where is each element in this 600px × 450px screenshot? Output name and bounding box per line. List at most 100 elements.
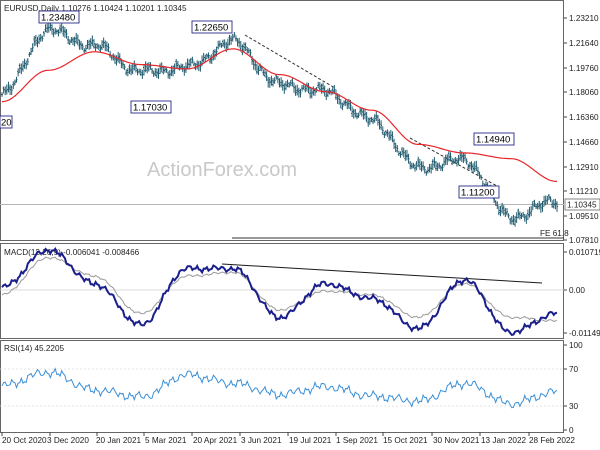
price-bar [109,50,112,58]
rsi-y-tick: 30 [569,402,579,411]
last-price-box [564,198,600,211]
price-bar [438,162,441,169]
price-bar [284,80,287,91]
price-bar [92,39,95,49]
price-bar [357,112,360,118]
price-bar [213,49,216,60]
price-bar [151,68,154,74]
price-bar [515,212,518,223]
price-bar [291,78,294,87]
price-bar [375,111,378,121]
price-bar [88,39,91,50]
price-header: EURUSD,Daily 1.10276 1.10424 1.10201 1.1… [4,4,187,13]
price-bar [230,35,233,45]
price-bar [86,39,89,49]
price-bar [249,49,252,57]
price-bar [539,202,542,213]
price-bar [518,211,521,220]
annotation-left-partial: 20 [0,115,13,129]
x-tick-group: 3 Dec 2020 [47,432,89,445]
price-bar [510,216,513,225]
price-bar [364,108,367,120]
price-ohlc-bars [1,20,558,227]
x-tick: 3 Dec 2020 [47,436,89,445]
price-y-tick: 1.23210 [569,14,599,23]
annotation-label: 1.22650 [194,23,228,34]
price-bar [123,64,126,70]
x-tick: 30 Nov 2021 [433,436,480,445]
price-bar [21,60,24,72]
price-bar [480,174,483,181]
price-bar [222,39,225,47]
price-bar [246,46,249,54]
price-bar [212,49,215,61]
price-bar [425,170,428,176]
price-bar [2,86,5,94]
price-bar [172,65,175,77]
price-bar [12,81,15,90]
annotation-1-22650: 1.22650 [191,20,233,34]
price-bar [393,138,396,149]
price-bar [399,151,402,158]
price-bar [536,202,539,210]
price-bar [546,195,549,205]
price-bar [55,29,58,35]
price-bar [181,63,184,73]
price-y-tick: 1.07810 [569,236,599,245]
price-bar [441,163,444,172]
price-bar [294,85,297,96]
watermark: ActionForex.com [147,159,297,181]
price-bar [267,76,270,88]
price-bar [226,38,229,50]
price-bar [381,126,384,135]
price-bar [388,131,391,141]
price-bar [418,158,421,170]
macd-y-tick: 0.00 [569,286,585,295]
x-tick-group: 13 Jan 2022 [479,432,527,445]
price-y-tick: 1.21640 [569,39,599,48]
price-y-tick: 1.18060 [569,88,599,97]
price-bar [46,23,49,34]
price-bar [323,85,326,97]
price-bar [68,39,71,46]
price-bar [502,205,505,216]
price-bar [239,40,242,52]
price-bar [176,60,179,69]
price-bar [523,213,526,222]
x-tick: 5 Mar 2021 [145,436,187,445]
price-bar [91,35,94,46]
rsi-panel-frame [0,340,564,433]
price-bar [117,51,120,63]
price-bar [404,150,407,161]
price-bar [370,116,373,123]
price-bar [126,68,129,77]
annotation-1-17030: 1.17030 [130,100,172,114]
price-bar [433,157,436,168]
price-bar [312,86,315,96]
price-bar [236,38,239,47]
price-bar [59,24,62,34]
price-bar [192,61,195,67]
price-bar [352,108,355,119]
annotation-label: 1.23480 [41,13,75,24]
price-bar [142,65,145,76]
price-bar [283,83,286,94]
price-bar [402,147,405,158]
price-bar [478,171,481,179]
price-bar [455,158,458,167]
annotation-1-14940: 1.14940 [473,132,515,146]
price-bar [65,29,68,39]
price-bar [417,156,420,168]
price-bar [394,142,397,152]
price-bar [552,199,555,209]
price-bar [189,58,192,67]
price-bar [238,37,241,48]
rsi-header: RSI(14) 45.2205 [4,344,65,353]
annotation-label: 1.11200 [461,188,495,199]
price-bar [39,33,42,42]
price-bar [115,55,118,66]
price-bar [470,161,473,171]
price-bar [31,43,34,53]
price-bar [275,74,278,80]
price-bar [444,154,447,166]
